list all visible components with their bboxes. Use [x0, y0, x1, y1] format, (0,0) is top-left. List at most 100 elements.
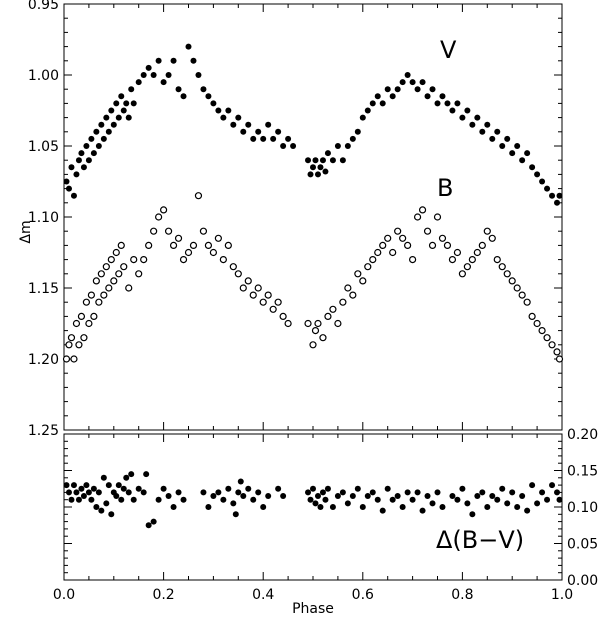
data-point-b: [169, 241, 178, 249]
data-point-b: [269, 305, 277, 313]
data-point-v: [479, 128, 486, 135]
data-point-bv: [83, 482, 90, 489]
data-point-b: [249, 291, 257, 299]
data-point-v: [225, 107, 232, 114]
data-point-b: [67, 334, 76, 342]
data-point-b: [214, 234, 222, 242]
data-point-b: [140, 256, 148, 264]
data-point-bv: [120, 485, 127, 492]
data-point-b: [543, 334, 551, 342]
data-point-bv: [160, 485, 167, 492]
data-point-b: [145, 241, 153, 249]
data-point-b: [399, 234, 407, 242]
y-tick-label: 0.20: [567, 427, 598, 443]
data-point-v: [160, 79, 167, 86]
data-point-bv: [78, 485, 85, 492]
data-point-v: [444, 100, 451, 107]
data-point-v: [265, 121, 272, 128]
data-point-b: [85, 319, 93, 328]
data-point-bv: [98, 507, 105, 514]
data-point-v: [270, 135, 277, 142]
data-point-v: [469, 121, 476, 128]
data-point-b: [404, 241, 412, 249]
data-point-b: [304, 319, 312, 328]
data-point-bv: [414, 489, 421, 496]
data-point-b: [423, 227, 432, 235]
data-point-v: [260, 135, 267, 142]
data-point-b: [120, 263, 128, 271]
data-point-v: [285, 135, 292, 142]
data-point-v: [140, 72, 147, 78]
data-point-v: [494, 128, 501, 135]
data-point-b: [483, 227, 491, 235]
data-point-b: [498, 263, 506, 271]
data-point-b: [264, 291, 272, 299]
data-point-bv: [128, 471, 135, 478]
data-point-bv: [140, 489, 147, 496]
data-point-bv: [369, 489, 376, 496]
data-point-bv: [439, 504, 446, 510]
data-point-v: [424, 93, 431, 100]
data-point-bv: [312, 500, 319, 507]
data-point-bv: [449, 493, 456, 500]
data-point-bv: [280, 493, 287, 500]
y-tick-label: 0.95: [28, 0, 59, 13]
x-axis-label: Phase: [292, 601, 334, 617]
data-point-bv: [115, 482, 122, 489]
data-point-bv: [354, 485, 361, 492]
y-tick-label: 1.20: [28, 352, 59, 368]
data-point-b: [219, 256, 227, 264]
data-point-v: [544, 185, 551, 192]
data-point-v: [100, 135, 107, 142]
data-point-b: [369, 256, 377, 264]
data-point-b: [463, 263, 471, 271]
data-point-b: [112, 248, 120, 257]
data-point-b: [87, 291, 95, 299]
top-y-ticks: 0.95 1.00 1.05 1.10 1.15 1.20 1.25: [28, 0, 562, 439]
data-point-b: [102, 263, 110, 271]
data-point-v: [190, 57, 197, 64]
data-point-b: [553, 348, 561, 356]
data-point-bv: [424, 493, 431, 500]
data-point-v: [215, 107, 222, 114]
data-point-v: [123, 100, 130, 107]
data-point-bv: [108, 511, 115, 518]
data-point-bv: [150, 518, 157, 525]
data-point-bv: [549, 482, 556, 489]
data-point-bv: [225, 485, 232, 492]
data-point-v: [554, 199, 561, 206]
data-point-v: [317, 164, 324, 171]
data-point-b: [453, 248, 462, 257]
data-point-b: [548, 341, 556, 349]
data-point-v: [459, 114, 466, 121]
data-point-bv: [237, 478, 244, 485]
data-point-v: [354, 128, 361, 135]
data-point-bv: [509, 489, 516, 496]
data-point-b: [174, 234, 183, 242]
data-point-b: [199, 227, 208, 235]
data-point-v: [305, 157, 312, 164]
data-point-bv: [344, 500, 351, 507]
data-point-bv: [384, 485, 391, 492]
data-point-bv: [85, 489, 92, 496]
data-point-bv: [544, 496, 551, 503]
y-tick-label: 1.05: [28, 139, 59, 155]
data-point-bv: [404, 489, 411, 496]
data-point-bv: [539, 489, 546, 496]
data-point-b: [105, 284, 113, 292]
data-point-b: [344, 284, 352, 292]
data-point-b: [279, 312, 287, 320]
data-point-v: [529, 164, 536, 171]
data-point-v: [63, 178, 70, 185]
data-point-v: [128, 86, 135, 93]
data-point-b: [254, 284, 262, 292]
data-point-v: [150, 72, 157, 78]
x-tick-label: 0.6: [352, 587, 374, 603]
data-point-b: [77, 312, 86, 320]
data-point-b: [274, 298, 282, 306]
data-point-b: [224, 241, 232, 249]
data-point-v: [389, 93, 396, 100]
data-point-bv: [324, 485, 331, 492]
data-point-b: [448, 256, 457, 264]
